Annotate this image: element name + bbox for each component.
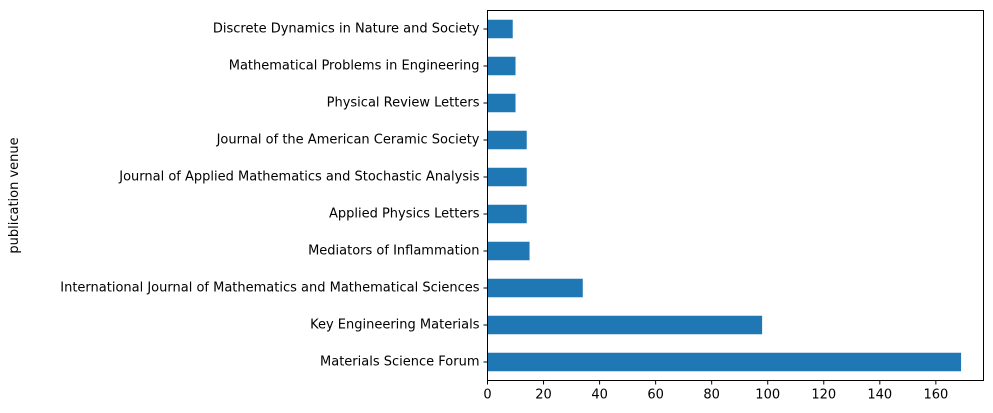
x-tick-label: 80 xyxy=(703,388,720,403)
plot-frame xyxy=(487,10,984,381)
bar xyxy=(487,315,763,335)
x-tick-label: 160 xyxy=(923,388,948,403)
x-tick-label: 140 xyxy=(867,388,892,403)
x-tick-label: 120 xyxy=(811,388,836,403)
bar xyxy=(487,93,516,113)
y-tick-label: International Journal of Mathematics and… xyxy=(60,281,479,296)
y-tick-label: Applied Physics Letters xyxy=(329,207,480,222)
bars-group xyxy=(487,19,962,372)
y-axis-label: publication venue xyxy=(7,137,22,253)
y-tick-label: Key Engineering Materials xyxy=(310,318,480,333)
bar xyxy=(487,204,527,224)
y-tick-label: Physical Review Letters xyxy=(327,96,480,111)
bar xyxy=(487,130,527,150)
bar xyxy=(487,352,962,372)
y-tick-label: Mediators of Inflammation xyxy=(308,244,479,259)
x-tick-label: 60 xyxy=(647,388,664,403)
bar xyxy=(487,19,513,39)
x-tick-label: 100 xyxy=(755,388,780,403)
x-tick-label: 0 xyxy=(483,388,491,403)
x-ticks-group: 0 20 40 60 80 100 120 140 160 xyxy=(483,380,948,403)
bar xyxy=(487,56,516,76)
y-tick-label: Materials Science Forum xyxy=(320,355,479,370)
y-tick-label: Journal of the American Ceramic Society xyxy=(216,133,480,148)
bar xyxy=(487,241,530,261)
y-tick-label: Mathematical Problems in Engineering xyxy=(229,59,480,74)
bar xyxy=(487,167,527,187)
x-tick-label: 40 xyxy=(591,388,608,403)
y-tick-label: Discrete Dynamics in Nature and Society xyxy=(213,22,480,37)
x-tick-label: 20 xyxy=(535,388,552,403)
y-ticks-group: Materials Science Forum Key Engineering M… xyxy=(60,22,488,370)
y-tick-label: Journal of Applied Mathematics and Stoch… xyxy=(118,170,479,185)
bar xyxy=(487,278,583,298)
